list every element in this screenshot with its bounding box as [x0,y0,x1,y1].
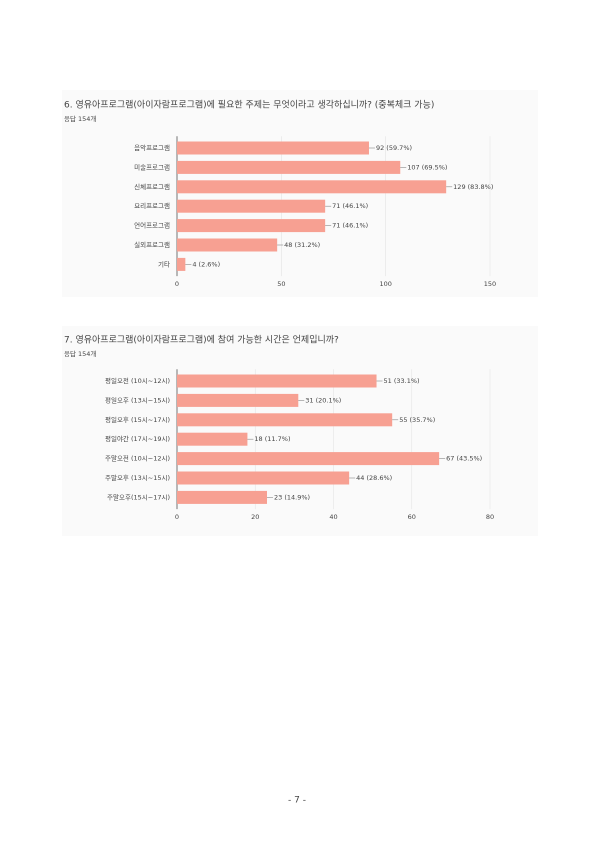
bar [177,238,278,252]
value-label: 23 (14.9%) [274,493,310,501]
value-label: 51 (33.1%) [384,377,420,385]
x-tick-label: 60 [408,513,416,521]
bar [177,490,267,504]
bar [177,374,377,388]
y-tick-label: 음악프로그램 [134,144,170,152]
bar [177,393,299,407]
y-tick-label: 언어프로그램 [134,221,170,230]
y-tick-label: 신체프로그램 [134,182,170,191]
x-tick-label: 100 [379,280,391,288]
bar [177,471,350,485]
value-label: 31 (20.1%) [305,396,341,404]
y-tick-label: 미술프로그램 [134,162,170,171]
bar [177,141,369,155]
chart-title: 6. 영유아프로그램(아이자람프로그램)에 필요한 주제는 무엇이라고 생각하십… [64,99,434,111]
y-tick-label: 평일오후 (13시~15시) [105,395,170,404]
x-tick-label: 0 [175,513,179,521]
value-label: 71 (46.1%) [332,222,368,230]
bar [177,180,447,194]
y-tick-label: 평일야간 (17시~19시) [105,434,170,443]
value-label: 67 (43.5%) [446,455,482,463]
y-tick-label: 기타 [158,259,170,268]
value-label: 71 (46.1%) [332,202,368,210]
x-tick-label: 0 [175,280,179,288]
chart-subtitle: 응답 154개 [64,349,96,358]
y-tick-label: 주말오후 (13시~15시) [105,474,170,482]
chart-subtitle: 응답 154개 [64,114,96,123]
x-tick-label: 150 [484,280,496,288]
x-tick-label: 80 [486,513,494,521]
y-tick-label: 평일오전 (10시~12시) [105,376,170,385]
y-tick-label: 실외프로그램 [134,240,170,249]
chart-card [62,326,538,536]
value-label: 129 (83.8%) [453,183,493,191]
x-tick-label: 50 [277,280,285,288]
value-label: 44 (28.6%) [356,474,392,482]
y-tick-label: 주말오전 (10시~12시) [105,454,170,463]
bar [177,452,440,466]
value-label: 107 (69.5%) [407,163,447,171]
bar [177,199,326,213]
y-tick-label: 요리프로그램 [134,201,170,210]
value-label: 92 (59.7%) [376,144,412,152]
bar [177,257,186,271]
x-tick-label: 20 [251,513,259,521]
value-label: 4 (2.6%) [192,260,220,268]
bar [177,413,393,427]
y-tick-label: 평일오후 (15시~17시) [105,415,170,424]
page-number: - 7 - [288,796,306,806]
bar [177,219,326,233]
bar [177,432,248,446]
value-label: 18 (11.7%) [254,435,290,443]
chart-card [62,90,538,297]
bar [177,160,401,174]
x-tick-label: 40 [329,513,337,521]
value-label: 48 (31.2%) [284,241,320,249]
y-tick-label: 주말오후(15시~17시) [107,493,170,501]
chart-title: 7. 영유아프로그램(아이자람프로그램)에 참여 가능한 시간은 언제입니까? [64,334,339,346]
value-label: 55 (35.7%) [399,416,435,424]
